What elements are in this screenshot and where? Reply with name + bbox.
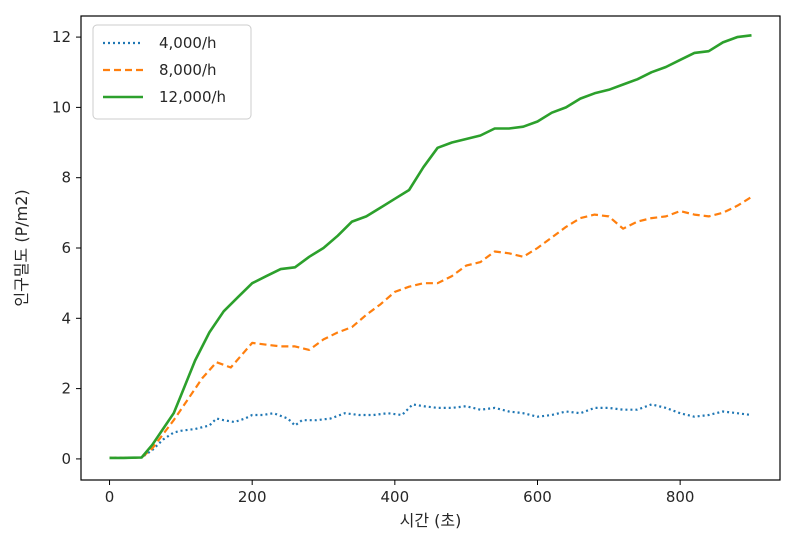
y-tick-label: 8 — [61, 169, 71, 187]
series-line-3 — [109, 34, 752, 460]
legend-label-2: 8,000/h — [159, 61, 217, 79]
x-axis-label: 시간 (초) — [400, 511, 462, 530]
x-tick-label: 200 — [238, 488, 267, 506]
x-tick-label: 800 — [666, 488, 695, 506]
series-line-1 — [109, 403, 752, 459]
legend-label-1: 4,000/h — [159, 34, 217, 52]
ticks-layer: 0 200 400 600 800 0 2 4 6 8 10 12 — [52, 28, 695, 506]
series-line-2 — [109, 196, 753, 459]
x-tick-label: 400 — [381, 488, 410, 506]
y-tick-label: 0 — [61, 450, 71, 468]
x-tick-label: 600 — [523, 488, 552, 506]
y-tick-label: 12 — [52, 28, 71, 46]
y-tick-label: 4 — [61, 309, 71, 327]
legend: 4,000/h 8,000/h 12,000/h — [92, 24, 252, 120]
legend-label-3: 12,000/h — [159, 88, 226, 106]
y-tick-label: 10 — [52, 98, 71, 116]
y-axis-label: 인구밀도 (P/m2) — [12, 189, 31, 306]
series-layer — [109, 34, 753, 460]
legend-box — [92, 24, 252, 120]
x-tick-label: 0 — [105, 488, 115, 506]
y-tick-label: 2 — [61, 380, 71, 398]
y-tick-label: 6 — [61, 239, 71, 257]
